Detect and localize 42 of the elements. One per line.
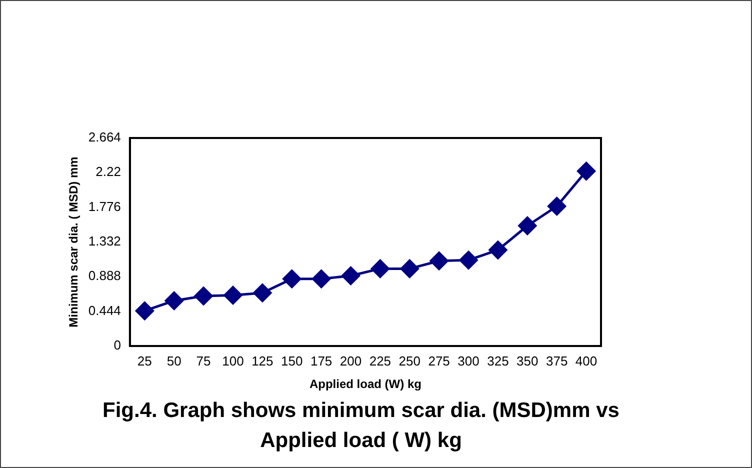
point bbox=[400, 259, 419, 278]
point bbox=[577, 162, 596, 180]
point bbox=[253, 284, 272, 302]
x-tick-label: 150 bbox=[281, 353, 303, 368]
point bbox=[518, 216, 537, 236]
x-axis-title: Applied load (W) kg bbox=[309, 377, 422, 392]
x-tick-label: 275 bbox=[428, 353, 450, 368]
point bbox=[341, 266, 360, 285]
text: Fig.4. Graph shows minimum scar dia. (MSD)mm vs Applied load ( W) kg bbox=[102, 398, 620, 454]
y-tick-label: 0 bbox=[114, 338, 121, 353]
x-tick-label: 100 bbox=[222, 353, 244, 368]
y-tick-label: 1.776 bbox=[88, 198, 121, 214]
point bbox=[224, 286, 242, 304]
x-tick-label: 325 bbox=[487, 353, 509, 368]
point bbox=[282, 270, 302, 288]
point bbox=[459, 250, 478, 270]
y-tick-label: 0.444 bbox=[88, 302, 121, 318]
x-tick-label: 75 bbox=[196, 353, 211, 368]
x-tick-label: 125 bbox=[252, 353, 274, 368]
x-tick-label: 25 bbox=[137, 353, 152, 368]
x-tick-label: 300 bbox=[458, 353, 480, 368]
x-tick-label: 175 bbox=[310, 353, 332, 368]
y-axis-title: Minimum scar dia. ( MSD) mm bbox=[66, 156, 81, 328]
point bbox=[430, 252, 448, 270]
y-tick-label: 0.888 bbox=[88, 268, 121, 284]
y-tick-label: 2.664 bbox=[88, 130, 121, 145]
x-tick-label: 250 bbox=[398, 353, 420, 368]
x-tick-label: 400 bbox=[575, 353, 598, 368]
point bbox=[548, 196, 566, 216]
point bbox=[135, 302, 154, 320]
point bbox=[488, 240, 508, 260]
x-tick-label: 375 bbox=[546, 353, 568, 368]
y-tick-label: 1.332 bbox=[88, 234, 121, 249]
y-tick-label: 2.22 bbox=[96, 164, 121, 180]
point bbox=[312, 270, 331, 288]
x-tick-label: 350 bbox=[516, 353, 538, 368]
x-tick-label: 50 bbox=[166, 353, 182, 368]
point bbox=[370, 259, 390, 278]
point bbox=[194, 286, 213, 306]
x-tick-label: 225 bbox=[369, 353, 392, 368]
x-tick-label: 200 bbox=[340, 353, 362, 368]
point bbox=[164, 291, 184, 310]
